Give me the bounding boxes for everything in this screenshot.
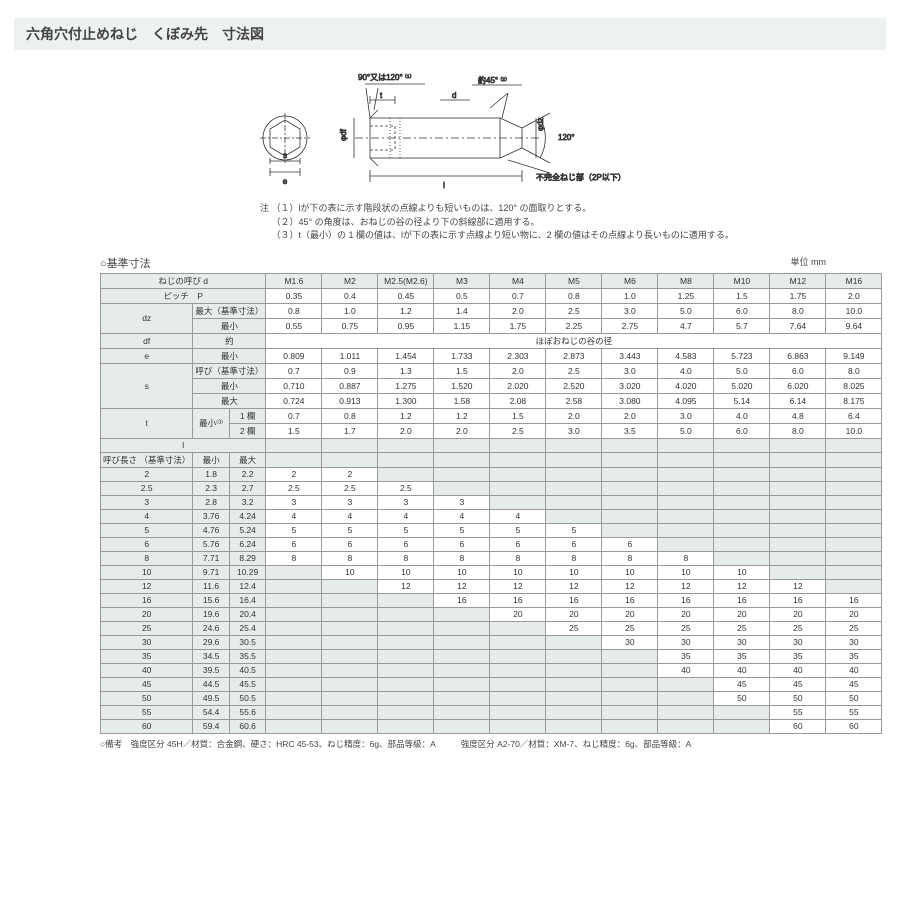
- svg-text:φdf: φdf: [339, 128, 348, 141]
- remarks: ○備考 強度区分 45H／材質：合金鋼、硬さ：HRC 45-53、ねじ精度：6g…: [100, 738, 886, 750]
- screw-diagram-svg: e s: [240, 58, 660, 193]
- section-heading: ○基準寸法 単位 mm: [100, 255, 886, 271]
- svg-text:約45° ⁽²⁾: 約45° ⁽²⁾: [478, 75, 507, 85]
- unit-label: 単位 mm: [791, 255, 827, 268]
- note-2: （２）45° の角度は、おねじの谷の径より下の斜線部に適用する。: [272, 217, 540, 227]
- svg-text:120°: 120°: [558, 133, 575, 142]
- notes-prefix: 注: [260, 203, 269, 213]
- diagram: e s: [0, 58, 900, 196]
- spec-table: ねじの呼び dM1.6M2M2.5(M2.6)M3M4M5M6M8M10M12M…: [100, 273, 882, 734]
- svg-text:φdz: φdz: [536, 117, 545, 131]
- svg-text:不完全ねじ部（2P以下）: 不完全ねじ部（2P以下）: [536, 172, 626, 182]
- spec-table-wrap: ねじの呼び dM1.6M2M2.5(M2.6)M3M4M5M6M8M10M12M…: [100, 273, 886, 734]
- diagram-notes: 注 （１）lが下の表に示す階段状の点線よりも短いものは、120° の面取りとする…: [260, 202, 900, 243]
- svg-text:s: s: [283, 151, 287, 160]
- svg-text:l: l: [443, 181, 445, 190]
- svg-text:90°又は120° ⁽¹⁾: 90°又は120° ⁽¹⁾: [358, 73, 411, 82]
- page-title: 六角穴付止めねじ くぼみ先 寸法図: [14, 18, 886, 50]
- note-3: （３）t（最小）の 1 欄の値は、lが下の表に示す点線より短い物に、2 欄の値は…: [272, 230, 734, 240]
- note-1: （１）lが下の表に示す階段状の点線よりも短いものは、120° の面取りとする。: [272, 203, 592, 213]
- svg-text:t: t: [380, 91, 383, 100]
- svg-text:e: e: [283, 177, 288, 186]
- svg-text:d: d: [452, 91, 456, 100]
